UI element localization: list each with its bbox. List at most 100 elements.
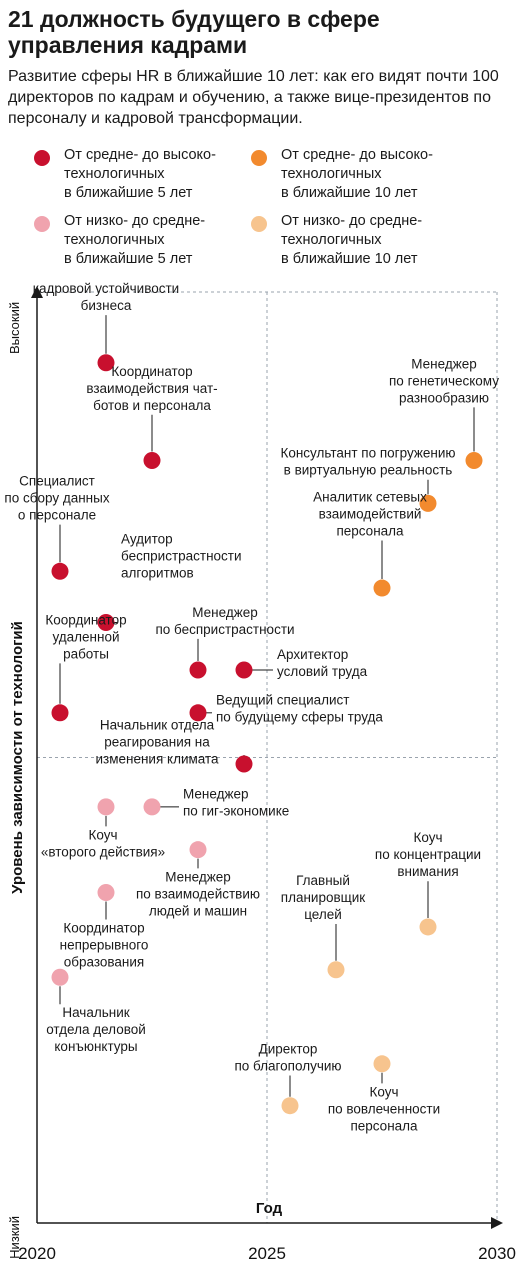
page-subtitle: Развитие сферы HR в ближайшие 10 лет: ка… (8, 68, 499, 127)
point-label: Консультант по погружению (280, 446, 455, 461)
legend-dot-icon (251, 150, 267, 166)
point-label: Коуч (413, 830, 442, 845)
point-label: персонала (336, 523, 404, 538)
point-label: по взаимодействию (136, 886, 260, 901)
point-label: Координатор (111, 364, 192, 379)
point-label: по вовлеченности (328, 1101, 440, 1116)
point-label: персонала (350, 1118, 418, 1133)
data-point (143, 798, 161, 816)
point-label: Архитектор (277, 647, 348, 662)
point-label: отдела деловой (46, 1022, 146, 1037)
point-label: бизнеса (81, 298, 132, 313)
point-label: Координатор (45, 612, 126, 627)
legend-text-line: От низко- до средне- (281, 213, 423, 229)
point-label: беспристрастности (121, 548, 242, 563)
axes (31, 286, 503, 1229)
x-axis-title: Год (256, 1200, 283, 1217)
point-label: «второго действия» (41, 844, 165, 859)
point-label: реагирования на (104, 735, 210, 750)
data-point (419, 918, 437, 936)
legend-text-line: технологичных (64, 232, 165, 248)
data-point (51, 704, 69, 722)
data-point (419, 494, 437, 512)
data-point (97, 798, 115, 816)
point-label: целей (304, 907, 342, 922)
legend-text-line: в ближайшие 10 лет (281, 251, 418, 267)
point-label: Коуч (88, 827, 117, 842)
legend-text-line: От средне- до высоко- (281, 147, 433, 163)
point-label: изменения климата (95, 752, 219, 767)
point-label: ботов и персонала (93, 398, 211, 413)
point-label: взаимодействий (319, 506, 422, 521)
data-point (373, 579, 391, 597)
page-title: 21 должность будущего в сфере управления… (8, 6, 380, 58)
point-label: по гиг-экономике (183, 803, 289, 818)
chart-legend: От средне- до высоко- технологичных в бл… (0, 140, 528, 280)
data-point (235, 755, 253, 773)
point-label: Менеджер (192, 605, 258, 620)
data-point (465, 452, 483, 470)
y-axis-low-label: Низкий (7, 1216, 22, 1259)
data-point (189, 704, 207, 722)
legend-text-line: технологичных (281, 232, 382, 248)
point-label: Аудитор (121, 531, 173, 546)
point-label: по концентрации (375, 847, 481, 862)
data-points (51, 354, 483, 1115)
point-label: Коуч (369, 1084, 398, 1099)
grid-lines (37, 291, 498, 1223)
data-point (189, 841, 207, 859)
point-label: Главный (296, 873, 350, 888)
point-label: Специалист (19, 474, 95, 489)
point-label: Начальник (62, 1005, 129, 1020)
scatter-chart: Уровень зависимости от технологий Высоки… (4, 281, 516, 1263)
point-label: по благополучию (234, 1059, 341, 1074)
data-point (51, 562, 69, 580)
point-label: людей и машин (149, 903, 247, 918)
x-tick-label: 2030 (478, 1244, 516, 1263)
point-label: кадровой устойчивости (33, 281, 179, 296)
data-point (143, 452, 161, 470)
point-label: Начальник отдела (100, 718, 215, 733)
legend-text-line: технологичных (64, 166, 165, 182)
point-label: непрерывного (60, 938, 149, 953)
point-label: в виртуальную реальность (284, 463, 453, 478)
legend-text-line: технологичных (281, 166, 382, 182)
y-axis-title: Уровень зависимости от технологий (9, 621, 26, 894)
point-label: конъюнктуры (54, 1039, 137, 1054)
data-point (327, 961, 345, 979)
x-tick-label: 2025 (248, 1244, 286, 1263)
point-label: о персонале (18, 508, 96, 523)
data-point (235, 661, 253, 679)
data-point (373, 1055, 391, 1073)
data-point (189, 661, 207, 679)
point-label: внимания (397, 864, 458, 879)
data-point (51, 968, 69, 986)
legend-dot-icon (34, 150, 50, 166)
legend-text-line: в ближайшие 5 лет (64, 185, 193, 201)
point-label: Ведущий специалист (216, 692, 349, 707)
legend-text-line: От средне- до высоко- (64, 147, 216, 163)
y-axis-high-label: Высокий (7, 302, 22, 354)
legend-dot-icon (34, 216, 50, 232)
point-label: по сбору данных (4, 491, 109, 506)
legend-text-line: в ближайшие 5 лет (64, 251, 193, 267)
point-label: планировщик (281, 890, 366, 905)
data-point (281, 1097, 299, 1115)
legend-dot-icon (251, 216, 267, 232)
point-label: по беспристрастности (155, 622, 294, 637)
x-tick-label: 2020 (18, 1244, 56, 1263)
data-point (97, 614, 115, 632)
point-label: работы (63, 646, 109, 661)
point-label: Менеджер (183, 786, 249, 801)
point-label: по будущему сферы труда (216, 709, 383, 724)
data-point (97, 354, 115, 372)
point-label: взаимодействия чат- (86, 381, 217, 396)
point-label: удаленной (52, 629, 119, 644)
legend-text-line: От низко- до средне- (64, 213, 206, 229)
point-label: Координатор (63, 921, 144, 936)
point-label: Менеджер (165, 869, 231, 884)
point-label: образования (64, 955, 145, 970)
point-label: по генетическому (389, 373, 499, 388)
data-point (97, 883, 115, 901)
axis-labels: Уровень зависимости от технологий Высоки… (7, 302, 283, 1259)
